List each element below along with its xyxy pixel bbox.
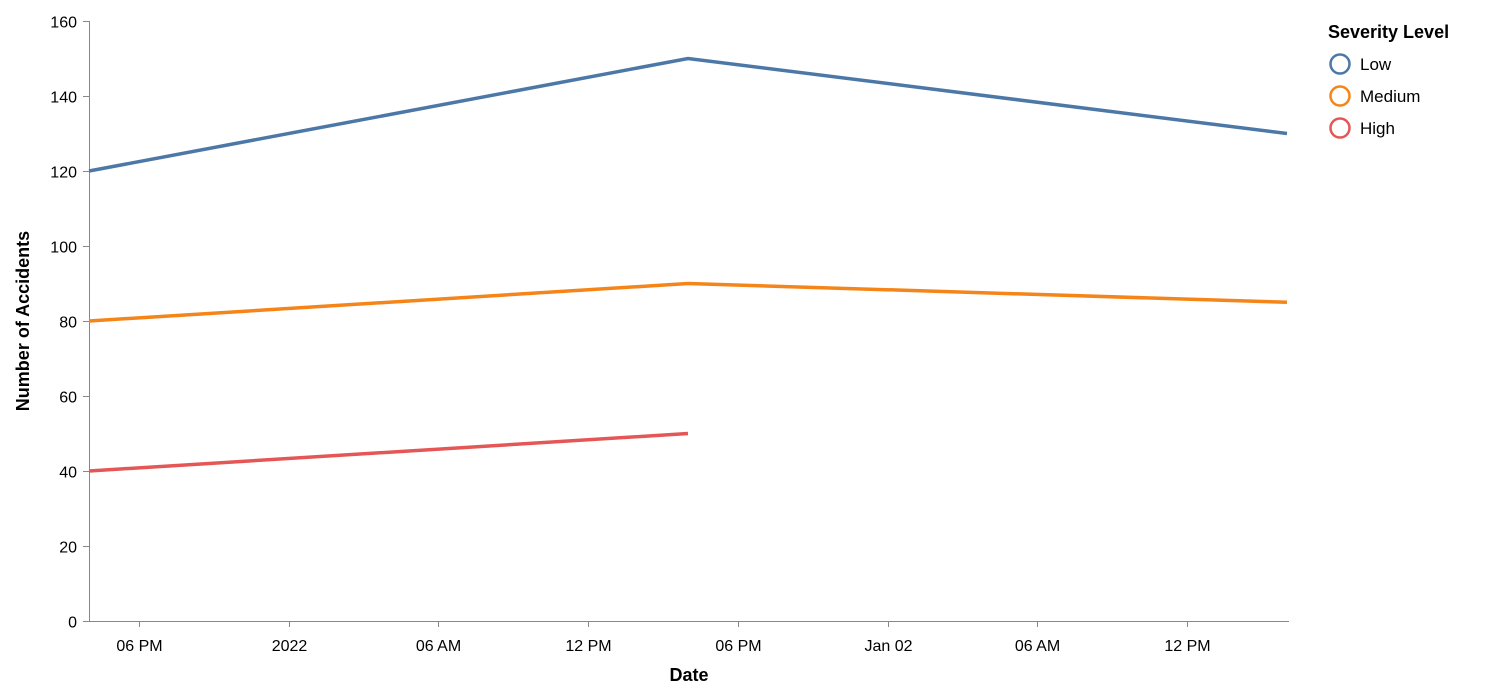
y-tick-label: 80	[59, 315, 77, 332]
x-tick-label: 06 PM	[715, 638, 761, 655]
x-tick-label: 12 PM	[1164, 638, 1210, 655]
x-tick-label: 12 PM	[565, 638, 611, 655]
x-tick-label: 06 PM	[116, 638, 162, 655]
x-axis-title: Date	[669, 665, 708, 685]
legend-symbol-low	[1329, 53, 1351, 75]
y-axis: 0 20 40 60 80 100 120 140 160	[50, 15, 90, 632]
series-line-high	[88, 431, 689, 473]
y-tick-label: 20	[59, 540, 77, 557]
x-axis: 06 PM 2022 06 AM 12 PM 06 PM Jan 02 06 AM 12 PM	[89, 621, 1289, 655]
legend-label-high: High	[1360, 119, 1395, 138]
legend: Severity Level Low Medium High	[1328, 22, 1449, 139]
legend-title: Severity Level	[1328, 22, 1449, 42]
y-tick-label: 140	[50, 90, 77, 107]
y-tick-label: 0	[68, 615, 77, 632]
y-tick-label: 60	[59, 390, 77, 407]
series-line-medium	[88, 281, 1288, 323]
x-tick-label: 2022	[272, 638, 308, 655]
x-tick-label: 06 AM	[1015, 638, 1060, 655]
series-lines	[88, 56, 1288, 473]
x-tick-label: Jan 02	[864, 638, 912, 655]
y-tick-label: 40	[59, 465, 77, 482]
x-tick-label: 06 AM	[416, 638, 461, 655]
legend-symbol-medium	[1329, 85, 1351, 107]
y-tick-label: 100	[50, 240, 77, 257]
legend-label-low: Low	[1360, 55, 1392, 74]
legend-label-medium: Medium	[1360, 87, 1420, 106]
y-axis-title: Number of Accidents	[13, 231, 33, 411]
y-tick-label: 160	[50, 15, 77, 32]
y-tick-label: 120	[50, 165, 77, 182]
legend-symbol-high	[1329, 117, 1351, 139]
series-line-low	[88, 56, 1288, 173]
